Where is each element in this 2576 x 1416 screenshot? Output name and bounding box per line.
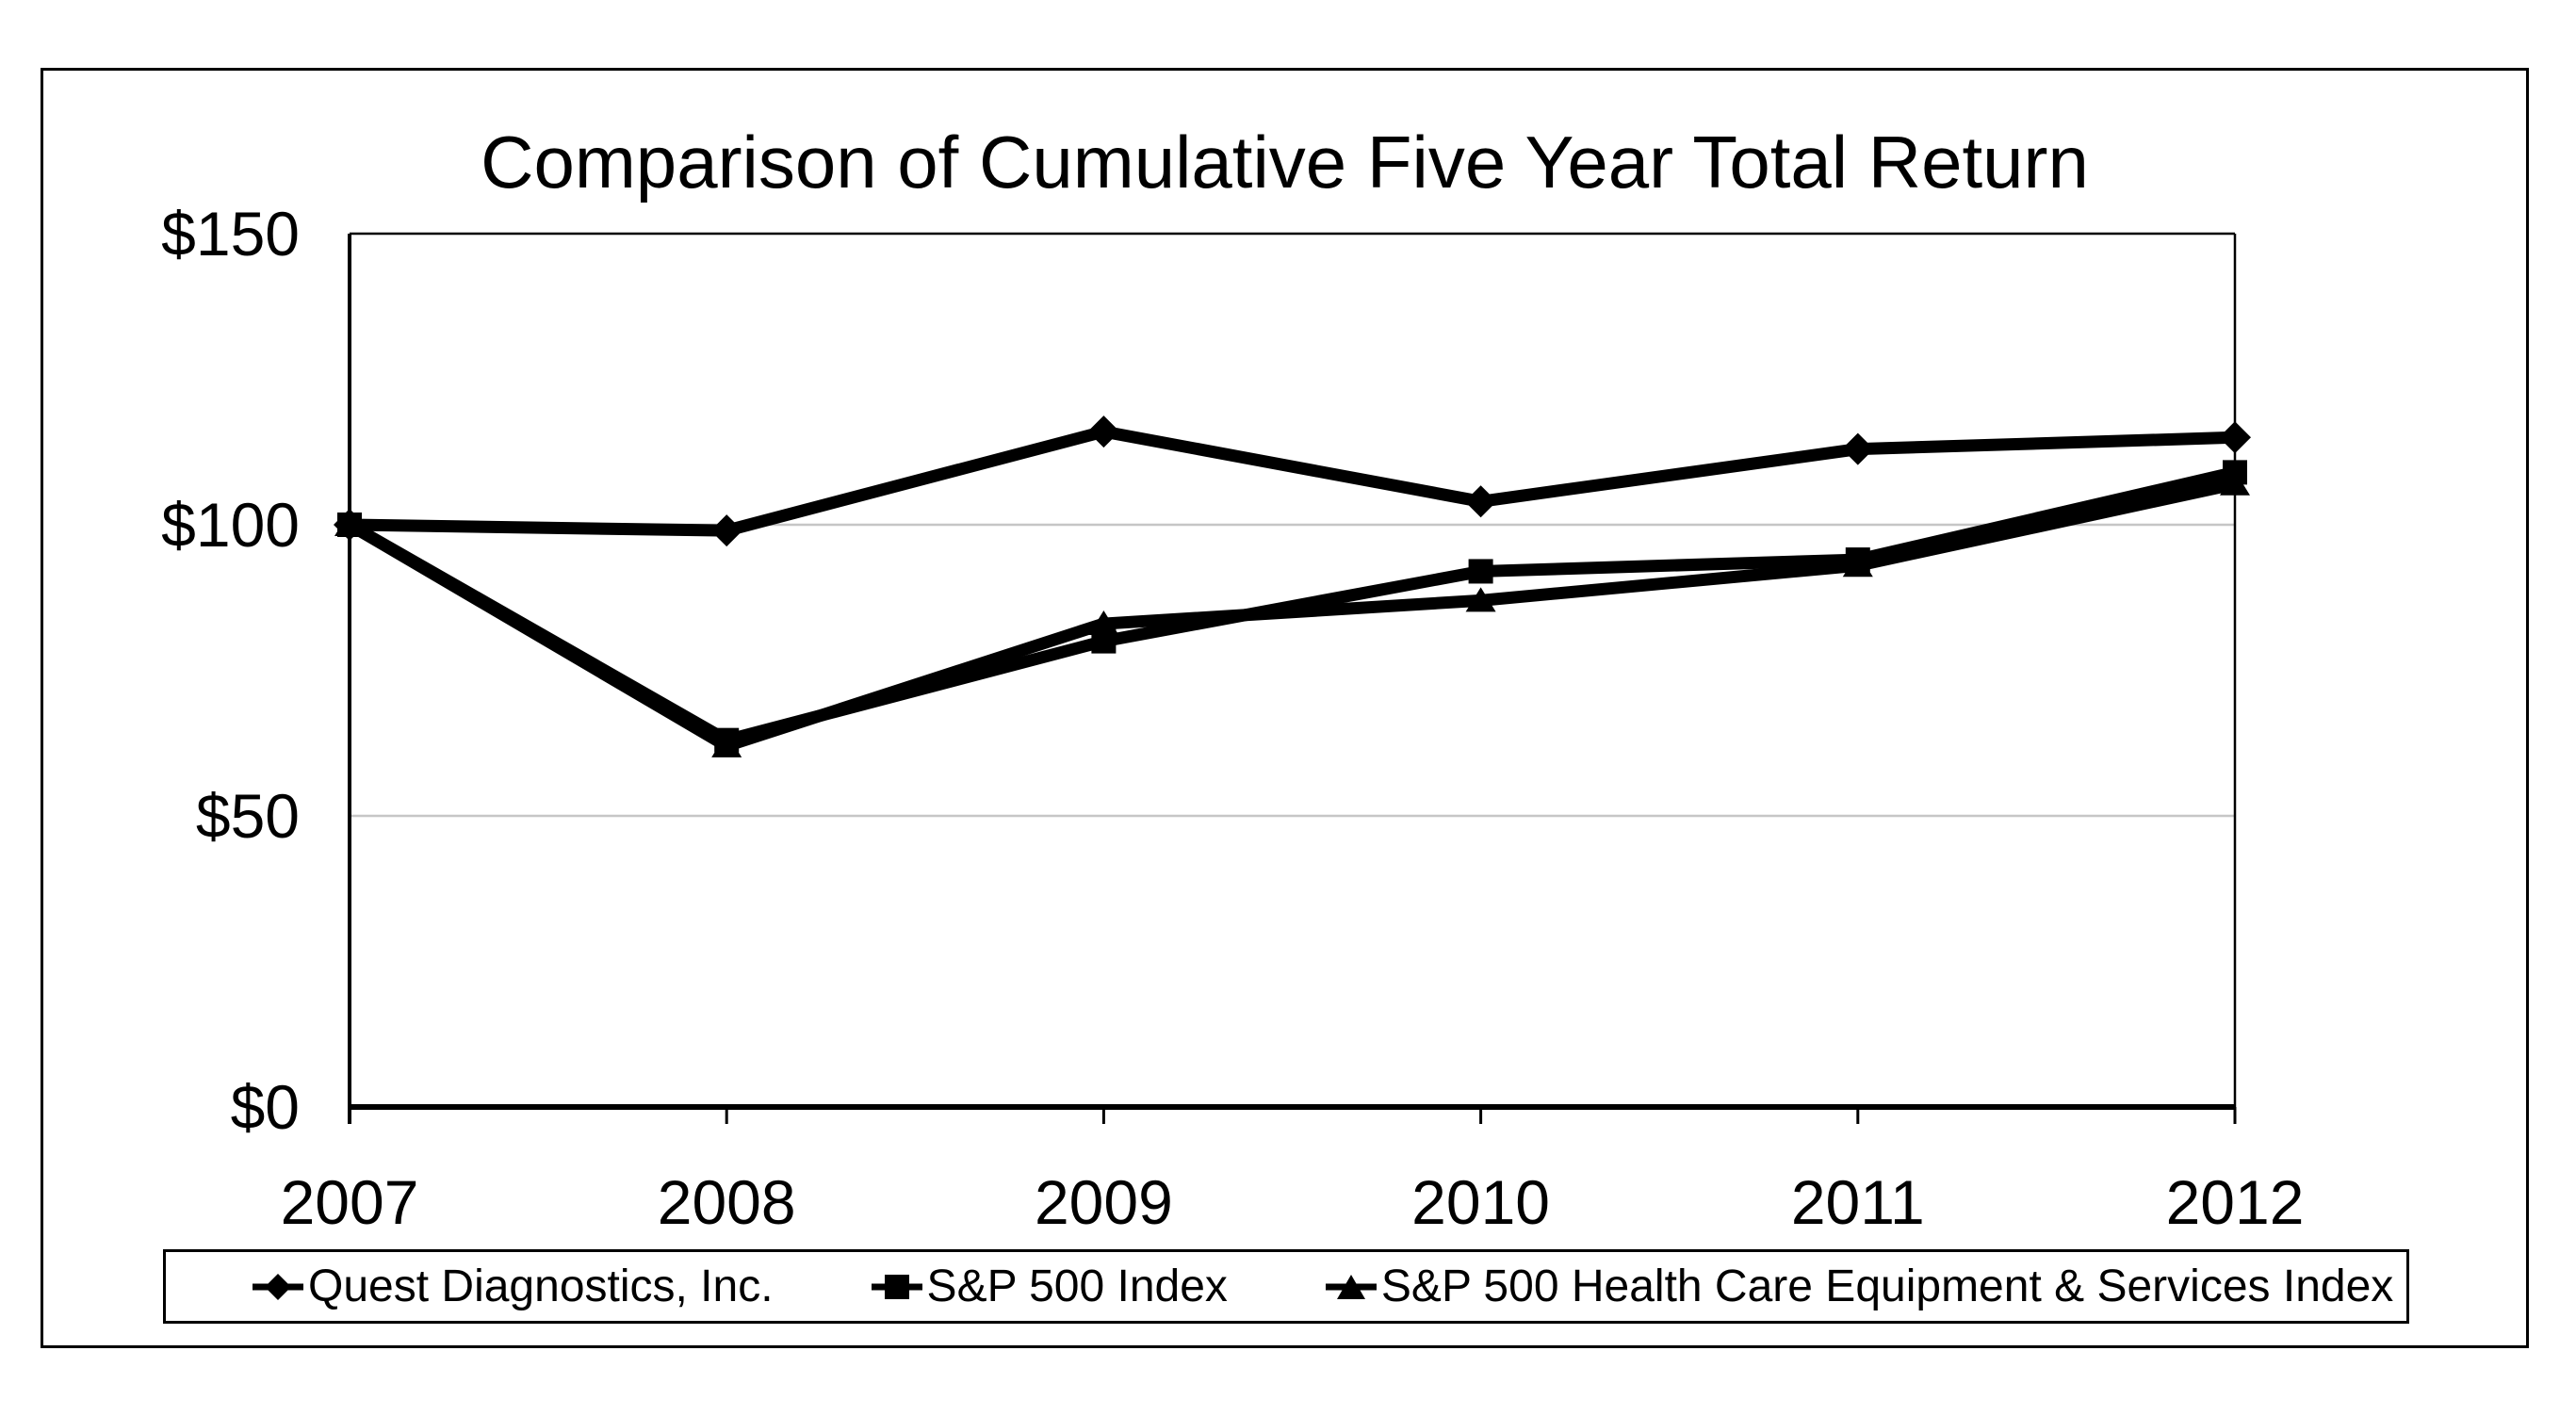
legend-label: S&P 500 Index — [926, 1261, 1228, 1311]
legend-label: S&P 500 Health Care Equipment & Services… — [1380, 1261, 2394, 1311]
x-tick-label-2011: 2011 — [1790, 1167, 1925, 1237]
marker-square-s-p-500-index — [1468, 559, 1493, 584]
y-tick-label-0: $0 — [230, 1072, 300, 1142]
legend-triangle-icon — [1325, 1274, 1377, 1299]
legend-item-s-p-500-index: S&P 500 Index — [871, 1261, 1228, 1311]
x-tick-label-2010: 2010 — [1411, 1167, 1551, 1237]
series-line-s-p-500-index — [346, 466, 2237, 747]
marker-diamond-quest-diagnostics-inc — [1087, 415, 1120, 448]
chart-title: Comparison of Cumulative Five Year Total… — [481, 121, 2089, 203]
marker-diamond-quest-diagnostics-inc — [710, 514, 743, 547]
legend-square-icon — [871, 1274, 922, 1299]
marker-square-s-p-500-index — [1091, 628, 1117, 654]
marker-square-s-p-500-index — [337, 513, 362, 537]
x-tick-label-2007: 2007 — [280, 1167, 419, 1237]
marker-square-s-p-500-index — [2223, 460, 2247, 485]
legend-label: Quest Diagnostics, Inc. — [308, 1261, 774, 1311]
y-tick-label-100: $100 — [161, 490, 300, 560]
legend: Quest Diagnostics, Inc. S&P 500 Index S&P … — [163, 1249, 2409, 1324]
x-tick-label-2009: 2009 — [1034, 1167, 1173, 1237]
marker-diamond-quest-diagnostics-inc — [2219, 421, 2251, 454]
marker-triangle-s-p-500-health-care-equipment-services-index — [1088, 610, 1119, 636]
legend-item-quest-diagnostics-inc: Quest Diagnostics, Inc. — [253, 1261, 774, 1311]
marker-square-s-p-500-index — [1845, 547, 1870, 573]
x-axis-labels: 2007 2008 2009 2010 2011 2012 — [281, 1167, 2305, 1246]
marker-square-s-p-500-index — [714, 727, 740, 753]
series-line-quest-diagnostics-inc — [349, 425, 2236, 537]
marker-diamond-quest-diagnostics-inc — [1464, 485, 1497, 518]
legend-item-s-p-500-health-care-equipment-services-index: S&P 500 Health Care Equipment & Services… — [1325, 1261, 2394, 1311]
legend-diamond-icon — [253, 1273, 303, 1300]
x-tick-label-2008: 2008 — [657, 1167, 796, 1237]
y-axis-labels: $150 $100 $50 $0 — [43, 203, 300, 1138]
y-tick-label-50: $50 — [195, 781, 300, 851]
plot-canvas — [334, 232, 2251, 1124]
x-tick-label-2012: 2012 — [2165, 1167, 2305, 1237]
plot-area — [334, 232, 2251, 1124]
chart-figure: Comparison of Cumulative Five Year Total… — [41, 68, 2529, 1348]
marker-diamond-quest-diagnostics-inc — [1841, 432, 1874, 465]
y-tick-label-150: $150 — [161, 199, 300, 269]
marker-triangle-s-p-500-health-care-equipment-services-index — [1465, 587, 1496, 612]
